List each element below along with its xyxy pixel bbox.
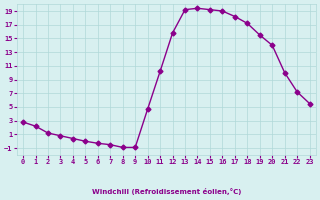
X-axis label: Windchill (Refroidissement éolien,°C): Windchill (Refroidissement éolien,°C) — [92, 188, 241, 195]
